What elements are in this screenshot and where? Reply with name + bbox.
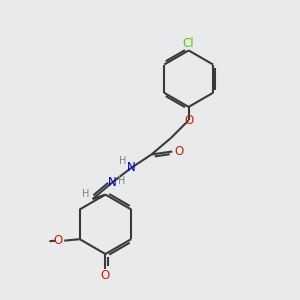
- Text: O: O: [184, 114, 193, 127]
- Text: N: N: [127, 161, 136, 174]
- Text: Cl: Cl: [183, 38, 194, 50]
- Text: H: H: [119, 156, 126, 166]
- Text: N: N: [108, 176, 116, 189]
- Text: O: O: [53, 234, 62, 247]
- Text: H: H: [82, 189, 89, 199]
- Text: O: O: [101, 269, 110, 282]
- Text: H: H: [118, 176, 125, 186]
- Text: O: O: [174, 145, 184, 158]
